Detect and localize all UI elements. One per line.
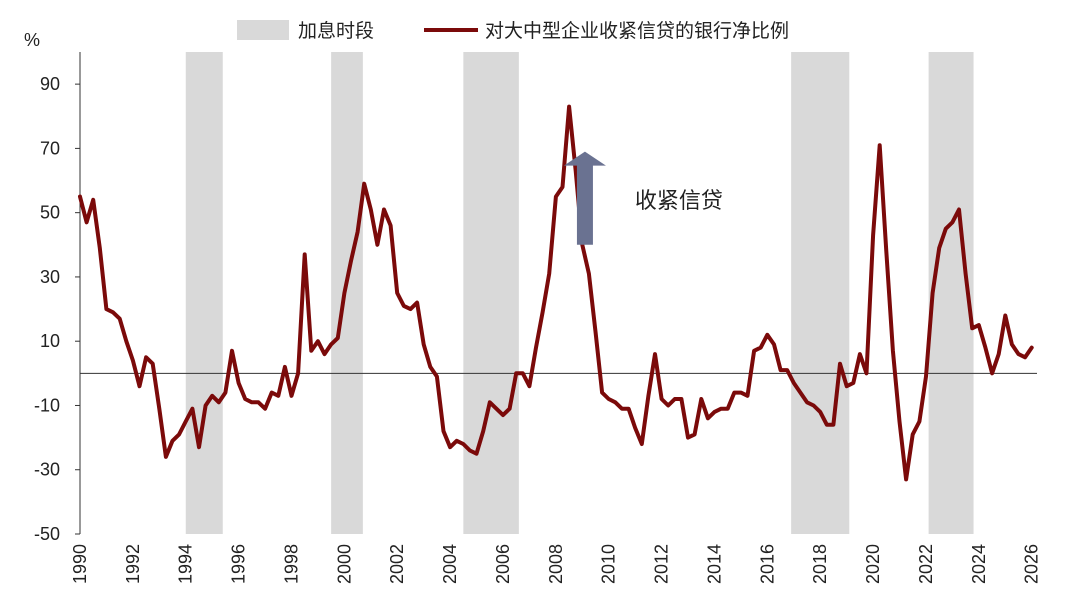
y-tick-labels: -50 -30 -10 10 30 50 70 90 bbox=[34, 74, 80, 544]
y-tick-label: -10 bbox=[34, 395, 60, 415]
x-tick-label: 2008 bbox=[546, 544, 566, 584]
y-tick-label: 90 bbox=[40, 74, 60, 94]
x-tick-label: 2020 bbox=[863, 544, 883, 584]
legend: 加息时段 对大中型企业收紧信贷的银行净比例 bbox=[237, 20, 789, 42]
shaded-period-0 bbox=[185, 52, 223, 534]
x-tick-label: 2022 bbox=[916, 544, 936, 584]
x-tick-label: 2006 bbox=[493, 544, 513, 584]
x-tick-label: 1992 bbox=[123, 544, 143, 584]
y-tick-label: 30 bbox=[40, 267, 60, 287]
x-tick-label: 2012 bbox=[652, 544, 672, 584]
annotations: 收紧信贷 bbox=[563, 151, 723, 245]
y-tick-label: 10 bbox=[40, 331, 60, 351]
x-tick-label: 1996 bbox=[229, 544, 249, 584]
axes bbox=[79, 52, 1037, 534]
shaded-period-3 bbox=[791, 52, 850, 534]
legend-label-shaded: 加息时段 bbox=[298, 20, 374, 42]
x-tick-label: 2024 bbox=[969, 544, 989, 584]
x-tick-label: 2016 bbox=[757, 544, 777, 584]
y-tick-label: -30 bbox=[34, 460, 60, 480]
x-tick-label: 1994 bbox=[176, 544, 196, 584]
y-tick-label: 70 bbox=[40, 138, 60, 158]
shaded-period-1 bbox=[331, 52, 363, 534]
shaded-periods bbox=[185, 52, 974, 534]
series-line-0 bbox=[78, 104, 1034, 482]
x-tick-label: 2018 bbox=[810, 544, 830, 584]
x-tick-label: 2014 bbox=[704, 544, 724, 584]
annotation-arrow-0 bbox=[563, 151, 606, 245]
x-tick-labels: 1990 1992 1994 1996 1998 2000 2002 2004 2006 2008… bbox=[70, 544, 1042, 584]
y-tick-label: 50 bbox=[40, 203, 60, 223]
x-tick-label: 2004 bbox=[440, 544, 460, 584]
x-tick-label: 1990 bbox=[70, 544, 90, 584]
x-tick-label: 2026 bbox=[1022, 544, 1042, 584]
series bbox=[78, 104, 1034, 482]
legend-label-series: 对大中型企业收紧信贷的银行净比例 bbox=[485, 20, 789, 42]
x-tick-label: 2002 bbox=[387, 544, 407, 584]
y-axis-unit-label: % bbox=[24, 30, 40, 50]
x-tick-label: 2000 bbox=[334, 544, 354, 584]
annotation-label-0: 收紧信贷 bbox=[635, 189, 723, 214]
legend-swatch-shaded bbox=[237, 20, 289, 40]
y-tick-label: -50 bbox=[34, 524, 60, 544]
shaded-period-2 bbox=[463, 52, 519, 534]
x-tick-label: 1998 bbox=[281, 544, 301, 584]
x-tick-label: 2010 bbox=[599, 544, 619, 584]
